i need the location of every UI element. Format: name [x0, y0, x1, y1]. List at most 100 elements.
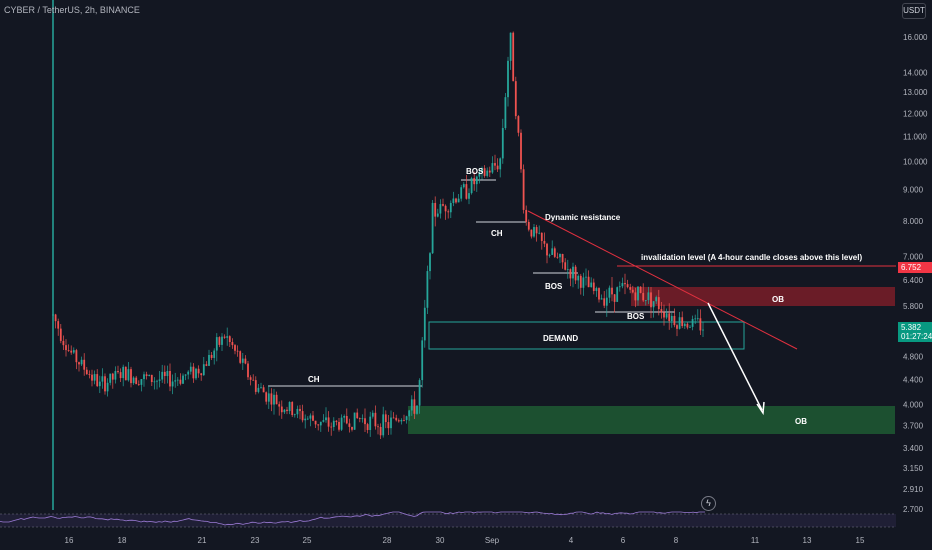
- candle-body: [553, 248, 556, 257]
- candle-body: [150, 374, 153, 383]
- candle-body: [665, 313, 668, 318]
- projection-arrow-line: [707, 302, 763, 411]
- rsi-pane: [0, 511, 896, 528]
- candle-body: [421, 340, 424, 381]
- candle-body: [213, 350, 216, 358]
- candle-body: [88, 374, 91, 376]
- candle-body: [676, 325, 678, 329]
- candle-body: [442, 204, 444, 206]
- candle-body: [587, 276, 590, 288]
- candle-body: [522, 169, 525, 210]
- candle-body: [572, 266, 574, 279]
- time-tick-label: 18: [118, 536, 127, 545]
- candle-body: [447, 211, 450, 213]
- candle-body: [301, 411, 304, 421]
- candle-body: [156, 380, 158, 382]
- label-ob-red: OB: [772, 295, 784, 304]
- candle-body: [595, 288, 598, 291]
- price-tick-label: 8.000: [903, 217, 924, 226]
- candle-body: [122, 366, 125, 379]
- candle-body: [273, 394, 275, 405]
- time-tick-label: 11: [751, 536, 760, 545]
- price-tick-label: 11.000: [903, 132, 927, 141]
- candle-body: [93, 374, 96, 381]
- candle-body: [416, 405, 418, 414]
- symbol-title[interactable]: CYBER / TetherUS, 2h, BINANCE: [4, 5, 140, 15]
- candle-body: [140, 379, 143, 385]
- candle-body: [327, 417, 330, 427]
- candle-body: [124, 366, 127, 381]
- time-tick-label: Sep: [485, 536, 500, 545]
- price-axis[interactable]: 16.000 14.000 13.000 12.000 11.000 10.000 9.00…: [903, 33, 928, 514]
- candle-body: [481, 168, 483, 173]
- candle-body: [205, 364, 208, 366]
- candle-body: [637, 286, 639, 301]
- time-axis[interactable]: 16 18 21 23 25 28 30 Sep 4 6 8 11 13 15: [65, 536, 865, 545]
- time-tick-label: 23: [251, 536, 260, 545]
- candle-body: [228, 336, 231, 343]
- candle-body: [462, 184, 465, 188]
- candle-body: [494, 163, 496, 166]
- candle-body: [262, 387, 265, 393]
- candle-body: [195, 368, 197, 379]
- candle-body: [335, 420, 338, 422]
- price-tick-label: 4.800: [903, 352, 924, 361]
- candle-body: [499, 158, 502, 170]
- candle-body: [455, 198, 457, 203]
- candle-body: [348, 423, 351, 427]
- candle-body: [634, 292, 637, 301]
- currency-selector[interactable]: USDT: [902, 3, 926, 19]
- lightning-icon[interactable]: ϟ: [701, 496, 716, 511]
- candle-body: [512, 32, 515, 82]
- price-tick-label: 6.400: [903, 276, 924, 285]
- candle-body: [613, 294, 616, 302]
- candle-body: [369, 416, 372, 431]
- candlestick-series: [52, 31, 704, 440]
- candle-body: [267, 393, 270, 402]
- candle-body: [660, 309, 663, 313]
- candle-body: [322, 420, 325, 422]
- candle-body: [293, 414, 296, 416]
- candle-body: [208, 354, 210, 366]
- candle-body: [397, 420, 400, 422]
- candle-body: [423, 307, 426, 341]
- candle-body: [600, 298, 603, 300]
- candle-body: [517, 116, 520, 133]
- candle-body: [210, 354, 213, 358]
- candle-body: [387, 422, 390, 429]
- candle-body: [239, 351, 242, 363]
- candle-body: [538, 232, 541, 234]
- candle-body: [444, 205, 447, 212]
- price-tick-label: 2.910: [903, 485, 924, 494]
- candle-body: [166, 370, 169, 377]
- candle-body: [496, 165, 499, 170]
- candle-body: [80, 359, 83, 365]
- candle-body: [202, 364, 205, 376]
- candle-body: [520, 132, 522, 170]
- time-tick-label: 13: [803, 536, 812, 545]
- dynamic-resistance-line: [527, 210, 798, 350]
- candle-body: [127, 369, 130, 381]
- candle-body: [410, 399, 413, 411]
- candle-body: [379, 426, 382, 436]
- candle-body: [663, 312, 665, 318]
- candle-body: [104, 376, 106, 392]
- candle-body: [145, 374, 148, 376]
- invalidation-price-tag: 6.752: [898, 262, 932, 273]
- candle-body: [67, 350, 70, 351]
- candle-body: [101, 376, 104, 382]
- candle-body: [358, 418, 361, 419]
- candle-body: [556, 256, 559, 258]
- candle-body: [265, 392, 268, 402]
- candle-body: [223, 336, 226, 338]
- candle-body: [283, 409, 286, 413]
- candle-body: [392, 417, 395, 419]
- candle-body: [117, 371, 119, 373]
- candle-body: [592, 282, 595, 291]
- candle-body: [106, 382, 109, 392]
- price-tick-label: 3.700: [903, 421, 924, 430]
- candle-body: [148, 374, 151, 376]
- candle-body: [364, 418, 366, 425]
- candle-body: [200, 373, 203, 376]
